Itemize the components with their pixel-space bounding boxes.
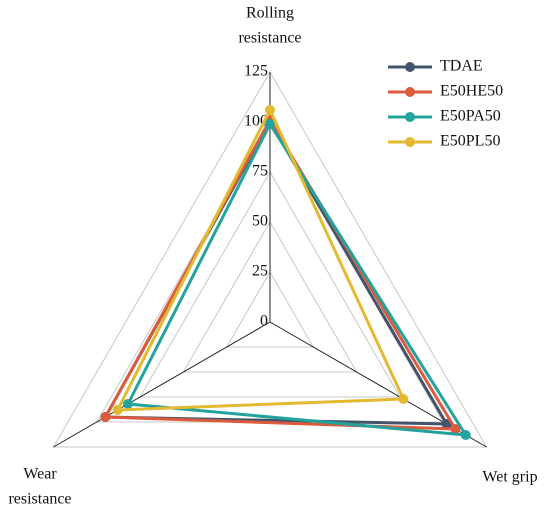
- legend-label: TDAE: [440, 58, 483, 75]
- legend-marker: [405, 87, 415, 97]
- data-point: [112, 405, 123, 415]
- axis-label: Wet grip: [482, 469, 537, 486]
- grid-line: [139, 170, 401, 398]
- axis-label: resistance: [8, 491, 71, 508]
- data-point: [122, 399, 133, 409]
- legend-label: E50PA50: [440, 108, 501, 125]
- legend-marker: [405, 112, 415, 122]
- data-point: [460, 430, 471, 440]
- legend-marker: [405, 62, 415, 72]
- data-point: [100, 412, 111, 422]
- series-line: [116, 108, 405, 412]
- r-tick-label: 75: [252, 163, 268, 180]
- data-point: [265, 105, 275, 115]
- axis-spoke: [53, 321, 271, 448]
- r-tick-label: 0: [260, 313, 268, 330]
- legend-marker: [405, 137, 415, 147]
- axis-label: Rolling: [246, 5, 294, 22]
- series-line: [103, 118, 457, 431]
- axis-label: Wear: [23, 466, 57, 483]
- axis-label: resistance: [238, 30, 301, 47]
- data-point: [398, 394, 409, 404]
- data-point: [265, 119, 275, 129]
- r-tick-label: 50: [252, 213, 268, 230]
- grid-line: [182, 220, 358, 373]
- data-point: [450, 424, 461, 434]
- legend-label: E50PL50: [440, 133, 500, 150]
- r-tick-label: 25: [252, 263, 268, 280]
- series-line: [126, 122, 468, 437]
- grid-line: [52, 70, 488, 448]
- legend-label: E50HE50: [440, 83, 503, 100]
- grid-line: [225, 270, 315, 348]
- r-tick-label: 125: [244, 63, 268, 80]
